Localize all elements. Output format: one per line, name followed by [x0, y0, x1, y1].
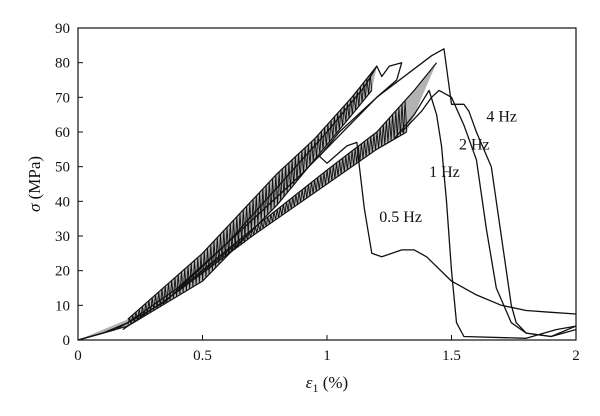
loop-band-fill: [78, 66, 377, 340]
y-tick-label: 0: [63, 333, 71, 349]
curves-layer: [78, 48, 576, 340]
y-tick-label: 30: [55, 229, 70, 245]
x-tick-label: 0: [74, 348, 82, 364]
frequency-annotation: 4 Hz: [486, 109, 517, 126]
x-tick-label: 0.5: [193, 348, 212, 364]
loop-upper-edge: [127, 65, 378, 320]
y-axis-label: σ (MPa): [25, 156, 44, 212]
frequency-annotation: 1 Hz: [429, 164, 460, 181]
curve-4-hz: [78, 48, 576, 340]
y-tick-label: 20: [55, 264, 70, 280]
x-tick-label: 1: [323, 348, 331, 364]
curve-0_5-hz: [78, 62, 576, 340]
frequency-annotation: 0.5 Hz: [379, 209, 422, 226]
curve-1-hz: [393, 89, 576, 339]
loop-lower-edge: [78, 90, 373, 340]
frequency-annotation: 2 Hz: [459, 136, 490, 153]
y-tick-label: 10: [55, 298, 70, 314]
y-tick-label: 60: [55, 125, 70, 141]
y-tick-label: 80: [55, 56, 70, 72]
hysteresis-bands: [78, 62, 438, 340]
y-tick-label: 50: [55, 160, 70, 176]
y-tick-label: 70: [55, 90, 70, 106]
x-tick-label: 2: [572, 348, 580, 364]
x-tick-label: 1.5: [442, 348, 461, 364]
y-tick-label: 90: [55, 21, 70, 37]
x-axis-label: ε1 (%): [306, 373, 348, 395]
y-tick-label: 40: [55, 194, 70, 210]
annotations-layer: 4 Hz 2 Hz 1 Hz 0.5 Hz: [379, 109, 517, 227]
